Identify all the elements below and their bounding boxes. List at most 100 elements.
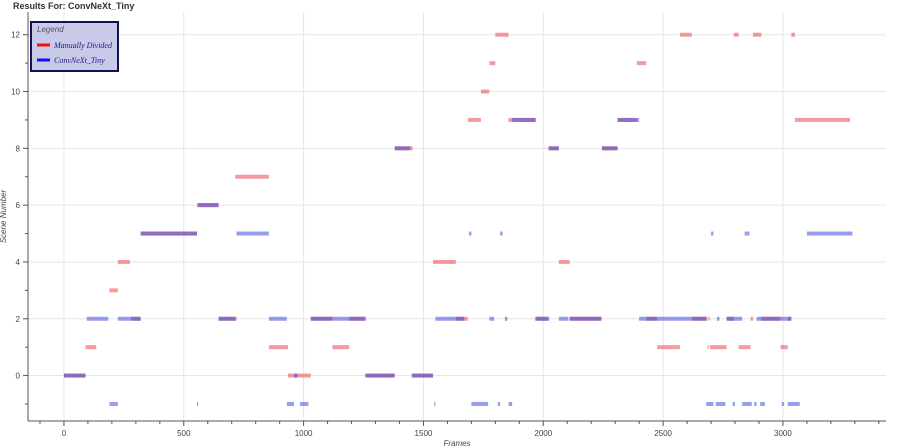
segment-manually-divided[interactable] [708,316,710,321]
segment-convnext-tiny[interactable] [286,401,295,406]
segment-manually-divided[interactable] [495,32,509,37]
segment-manually-divided[interactable] [109,288,118,293]
segment-manually-divided[interactable] [85,345,97,350]
segment-manually-divided[interactable] [268,345,289,350]
segment-manually-divided[interactable] [707,345,709,350]
y-tick-label: 4 [16,258,21,267]
segment-convnext-tiny[interactable] [497,401,501,406]
segment-convnext-tiny[interactable] [781,401,785,406]
x-tick-label: 1500 [415,429,433,438]
segment-convnext-tiny[interactable] [109,401,118,406]
segment-manually-divided[interactable] [750,316,753,321]
chart-title: Results For: ConvNeXt_Tiny [13,1,135,11]
segment-manually-divided[interactable] [467,117,481,122]
y-tick-label: 12 [11,31,20,40]
segment-convnext-tiny[interactable] [86,316,109,321]
segment-convnext-tiny[interactable] [717,316,720,321]
segment-manually-divided[interactable] [794,117,851,122]
y-axis-label: Scene Number [0,189,8,243]
segment-convnext-tiny[interactable] [549,146,559,151]
segment-convnext-tiny[interactable] [756,316,792,321]
segment-convnext-tiny[interactable] [617,117,640,122]
segment-manually-divided[interactable] [709,345,727,350]
segment-convnext-tiny[interactable] [131,316,141,321]
segment-convnext-tiny[interactable] [471,401,489,406]
x-tick-label: 3000 [774,429,792,438]
segment-convnext-tiny[interactable] [268,316,287,321]
segment-manually-divided[interactable] [558,259,570,264]
segment-manually-divided[interactable] [480,89,490,94]
segment-convnext-tiny[interactable] [63,373,86,378]
grid-lines [28,12,886,421]
segment-convnext-tiny[interactable] [639,316,707,321]
segment-convnext-tiny[interactable] [489,316,495,321]
segment-manually-divided[interactable] [288,373,311,378]
segment-convnext-tiny[interactable] [468,231,472,236]
legend-title: Legend [37,25,64,34]
segment-manually-divided[interactable] [117,259,130,264]
segment-convnext-tiny[interactable] [218,316,233,321]
segment-manually-divided[interactable] [738,345,751,350]
segment-convnext-tiny[interactable] [365,373,395,378]
segment-manually-divided[interactable] [791,32,795,37]
segment-convnext-tiny[interactable] [508,401,513,406]
segment-convnext-tiny[interactable] [394,146,411,151]
x-tick-label: 2000 [534,429,552,438]
segment-manually-divided[interactable] [657,345,680,350]
segment-convnext-tiny[interactable] [787,401,800,406]
x-axis-label: Frames [443,439,470,448]
segment-convnext-tiny[interactable] [601,146,618,151]
segment-manually-divided[interactable] [679,32,692,37]
segment-convnext-tiny[interactable] [300,401,309,406]
segment-convnext-tiny[interactable] [711,231,714,236]
segment-convnext-tiny[interactable] [558,316,569,321]
segment-convnext-tiny[interactable] [196,401,199,406]
segment-manually-divided[interactable] [235,174,269,179]
segment-convnext-tiny[interactable] [706,401,714,406]
segment-convnext-tiny[interactable] [504,316,508,321]
segment-convnext-tiny[interactable] [512,117,537,122]
y-tick-label: 10 [11,88,20,97]
legend-label-manually-divided: Manually Divided [53,41,113,50]
segment-convnext-tiny[interactable] [760,401,765,406]
segment-convnext-tiny[interactable] [754,401,757,406]
segment-manually-divided[interactable] [733,32,739,37]
segment-manually-divided[interactable] [780,345,788,350]
segment-manually-divided[interactable] [489,61,496,66]
segment-convnext-tiny[interactable] [411,373,434,378]
legend[interactable]: Legend Manually Divided ConvNeXt_Tiny [30,21,119,72]
segment-manually-divided[interactable] [332,345,350,350]
x-tick-label: 2500 [654,429,672,438]
segment-convnext-tiny[interactable] [236,231,269,236]
segment-convnext-tiny[interactable] [742,401,752,406]
y-tick-label: 6 [16,201,21,210]
segment-convnext-tiny[interactable] [434,401,436,406]
y-tick-label: 2 [16,315,21,324]
segment-convnext-tiny[interactable] [726,316,743,321]
plot-area[interactable] [28,12,886,421]
segment-convnext-tiny[interactable] [198,203,219,208]
segment-convnext-tiny[interactable] [294,373,298,378]
segment-convnext-tiny[interactable] [140,231,197,236]
segment-convnext-tiny[interactable] [806,231,853,236]
y-tick-label: 0 [16,372,21,381]
segment-convnext-tiny[interactable] [744,231,750,236]
segment-convnext-tiny[interactable] [435,316,465,321]
segment-manually-divided[interactable] [433,259,456,264]
segment-manually-divided[interactable] [752,32,762,37]
segment-convnext-tiny[interactable] [715,401,726,406]
segment-convnext-tiny[interactable] [117,316,132,321]
axes: 0 500 1000 1500 2000 2500 3000 0 2 4 6 8 10 12 [11,12,886,438]
legend-label-convnext-tiny: ConvNeXt_Tiny [54,56,105,65]
segment-convnext-tiny[interactable] [536,316,550,321]
segment-convnext-tiny[interactable] [232,316,237,321]
series-layer [63,32,853,406]
segment-convnext-tiny[interactable] [732,401,736,406]
segment-convnext-tiny[interactable] [569,316,601,321]
x-tick-label: 1000 [295,429,313,438]
y-tick-label: 8 [16,144,21,153]
segment-manually-divided[interactable] [636,61,647,66]
segment-convnext-tiny[interactable] [310,316,366,321]
segment-convnext-tiny[interactable] [500,231,503,236]
